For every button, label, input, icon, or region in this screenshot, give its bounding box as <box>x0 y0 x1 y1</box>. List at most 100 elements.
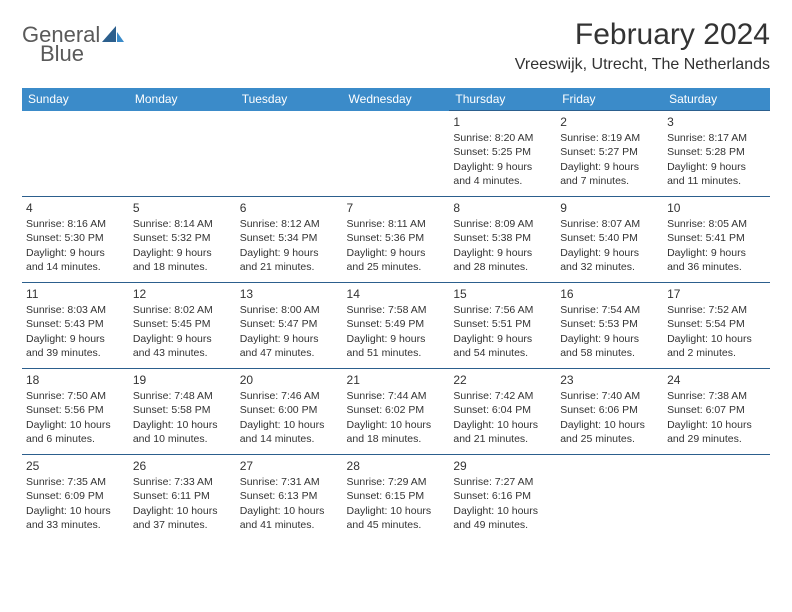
sunrise-text: Sunrise: 8:19 AM <box>560 131 659 145</box>
sunrise-text: Sunrise: 7:40 AM <box>560 389 659 403</box>
sunset-text: Sunset: 5:32 PM <box>133 231 232 245</box>
day-number: 13 <box>240 286 339 302</box>
calendar-day-cell: 12Sunrise: 8:02 AMSunset: 5:45 PMDayligh… <box>129 283 236 369</box>
sunset-text: Sunset: 6:04 PM <box>453 403 552 417</box>
sunset-text: Sunset: 6:07 PM <box>667 403 766 417</box>
daylight-text: and 41 minutes. <box>240 518 339 532</box>
title-block: February 2024 Vreeswijk, Utrecht, The Ne… <box>515 18 770 74</box>
sunset-text: Sunset: 5:38 PM <box>453 231 552 245</box>
logo-sail-icon <box>102 24 124 47</box>
sunrise-text: Sunrise: 8:20 AM <box>453 131 552 145</box>
daylight-text: and 58 minutes. <box>560 346 659 360</box>
logo-text-blue: Blue <box>40 41 84 66</box>
calendar-day-cell: 7Sunrise: 8:11 AMSunset: 5:36 PMDaylight… <box>343 197 450 283</box>
day-number: 22 <box>453 372 552 388</box>
daylight-text: and 14 minutes. <box>26 260 125 274</box>
sunset-text: Sunset: 5:25 PM <box>453 145 552 159</box>
calendar-day-cell: 8Sunrise: 8:09 AMSunset: 5:38 PMDaylight… <box>449 197 556 283</box>
calendar-day-cell: 10Sunrise: 8:05 AMSunset: 5:41 PMDayligh… <box>663 197 770 283</box>
sunrise-text: Sunrise: 8:17 AM <box>667 131 766 145</box>
sunset-text: Sunset: 5:40 PM <box>560 231 659 245</box>
calendar-day-cell <box>556 455 663 541</box>
sunset-text: Sunset: 5:27 PM <box>560 145 659 159</box>
day-number: 18 <box>26 372 125 388</box>
daylight-text: and 25 minutes. <box>347 260 446 274</box>
sunrise-text: Sunrise: 8:11 AM <box>347 217 446 231</box>
sunset-text: Sunset: 5:56 PM <box>26 403 125 417</box>
calendar-day-cell: 4Sunrise: 8:16 AMSunset: 5:30 PMDaylight… <box>22 197 129 283</box>
daylight-text: Daylight: 9 hours <box>133 332 232 346</box>
daylight-text: and 18 minutes. <box>133 260 232 274</box>
sunrise-text: Sunrise: 8:02 AM <box>133 303 232 317</box>
daylight-text: Daylight: 9 hours <box>560 160 659 174</box>
calendar-day-cell <box>22 111 129 197</box>
calendar-day-cell <box>343 111 450 197</box>
sunset-text: Sunset: 5:51 PM <box>453 317 552 331</box>
sunrise-text: Sunrise: 8:16 AM <box>26 217 125 231</box>
day-number: 5 <box>133 200 232 216</box>
daylight-text: and 10 minutes. <box>133 432 232 446</box>
calendar-day-cell: 23Sunrise: 7:40 AMSunset: 6:06 PMDayligh… <box>556 369 663 455</box>
sunset-text: Sunset: 5:34 PM <box>240 231 339 245</box>
daylight-text: Daylight: 9 hours <box>133 246 232 260</box>
day-number: 19 <box>133 372 232 388</box>
sunset-text: Sunset: 5:58 PM <box>133 403 232 417</box>
daylight-text: and 18 minutes. <box>347 432 446 446</box>
daylight-text: Daylight: 9 hours <box>26 246 125 260</box>
weekday-header: Wednesday <box>343 88 450 111</box>
day-number: 14 <box>347 286 446 302</box>
weekday-header: Thursday <box>449 88 556 111</box>
sunset-text: Sunset: 5:53 PM <box>560 317 659 331</box>
weekday-header: Sunday <box>22 88 129 111</box>
daylight-text: and 28 minutes. <box>453 260 552 274</box>
day-number: 26 <box>133 458 232 474</box>
sunrise-text: Sunrise: 8:14 AM <box>133 217 232 231</box>
daylight-text: and 32 minutes. <box>560 260 659 274</box>
daylight-text: Daylight: 10 hours <box>133 418 232 432</box>
daylight-text: Daylight: 9 hours <box>347 246 446 260</box>
daylight-text: Daylight: 10 hours <box>453 418 552 432</box>
calendar-day-cell: 24Sunrise: 7:38 AMSunset: 6:07 PMDayligh… <box>663 369 770 455</box>
day-number: 6 <box>240 200 339 216</box>
daylight-text: Daylight: 10 hours <box>240 504 339 518</box>
daylight-text: and 7 minutes. <box>560 174 659 188</box>
calendar-day-cell: 6Sunrise: 8:12 AMSunset: 5:34 PMDaylight… <box>236 197 343 283</box>
daylight-text: Daylight: 10 hours <box>26 504 125 518</box>
sunrise-text: Sunrise: 8:09 AM <box>453 217 552 231</box>
sunrise-text: Sunrise: 8:07 AM <box>560 217 659 231</box>
weekday-header-row: Sunday Monday Tuesday Wednesday Thursday… <box>22 88 770 111</box>
calendar-day-cell: 26Sunrise: 7:33 AMSunset: 6:11 PMDayligh… <box>129 455 236 541</box>
calendar-day-cell: 1Sunrise: 8:20 AMSunset: 5:25 PMDaylight… <box>449 111 556 197</box>
daylight-text: Daylight: 10 hours <box>667 418 766 432</box>
weekday-header: Monday <box>129 88 236 111</box>
calendar-day-cell: 27Sunrise: 7:31 AMSunset: 6:13 PMDayligh… <box>236 455 343 541</box>
calendar-day-cell: 29Sunrise: 7:27 AMSunset: 6:16 PMDayligh… <box>449 455 556 541</box>
calendar-day-cell: 9Sunrise: 8:07 AMSunset: 5:40 PMDaylight… <box>556 197 663 283</box>
calendar-day-cell <box>236 111 343 197</box>
calendar-day-cell: 21Sunrise: 7:44 AMSunset: 6:02 PMDayligh… <box>343 369 450 455</box>
daylight-text: and 47 minutes. <box>240 346 339 360</box>
day-number: 29 <box>453 458 552 474</box>
daylight-text: Daylight: 9 hours <box>453 332 552 346</box>
sunrise-text: Sunrise: 8:03 AM <box>26 303 125 317</box>
daylight-text: Daylight: 9 hours <box>453 246 552 260</box>
daylight-text: Daylight: 10 hours <box>347 418 446 432</box>
sunset-text: Sunset: 5:54 PM <box>667 317 766 331</box>
sunrise-text: Sunrise: 7:56 AM <box>453 303 552 317</box>
daylight-text: and 14 minutes. <box>240 432 339 446</box>
sunrise-text: Sunrise: 8:00 AM <box>240 303 339 317</box>
daylight-text: and 2 minutes. <box>667 346 766 360</box>
daylight-text: Daylight: 10 hours <box>240 418 339 432</box>
sunrise-text: Sunrise: 7:48 AM <box>133 389 232 403</box>
sunset-text: Sunset: 5:43 PM <box>26 317 125 331</box>
calendar-day-cell: 20Sunrise: 7:46 AMSunset: 6:00 PMDayligh… <box>236 369 343 455</box>
weekday-header: Tuesday <box>236 88 343 111</box>
day-number: 12 <box>133 286 232 302</box>
sunset-text: Sunset: 6:02 PM <box>347 403 446 417</box>
calendar-day-cell: 2Sunrise: 8:19 AMSunset: 5:27 PMDaylight… <box>556 111 663 197</box>
sunrise-text: Sunrise: 7:54 AM <box>560 303 659 317</box>
calendar-day-cell: 16Sunrise: 7:54 AMSunset: 5:53 PMDayligh… <box>556 283 663 369</box>
day-number: 20 <box>240 372 339 388</box>
daylight-text: Daylight: 10 hours <box>453 504 552 518</box>
calendar-week-row: 11Sunrise: 8:03 AMSunset: 5:43 PMDayligh… <box>22 283 770 369</box>
